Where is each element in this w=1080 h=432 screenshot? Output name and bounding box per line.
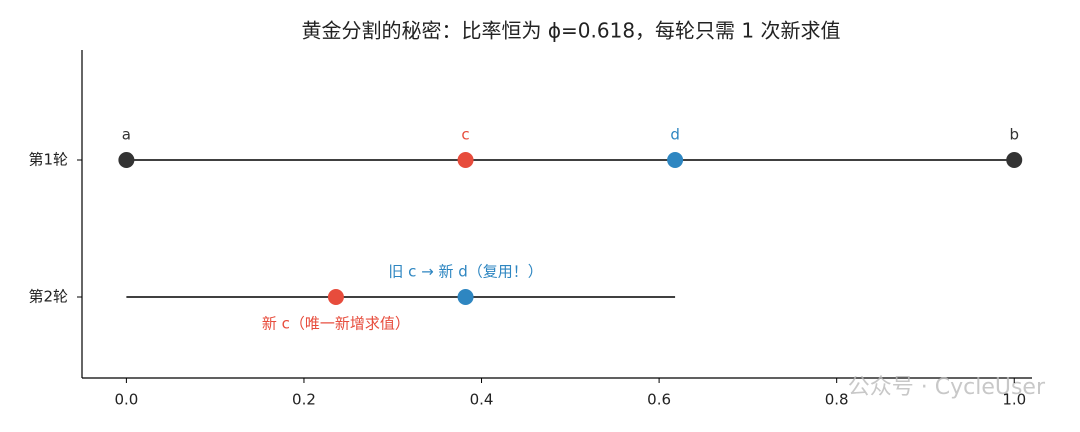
x-tick-label: 0.8 — [825, 391, 849, 409]
point — [327, 289, 344, 305]
point — [667, 152, 684, 168]
x-tick-label: 0.0 — [114, 391, 138, 409]
point-label: c — [461, 126, 469, 144]
x-tick-label: 0.2 — [292, 391, 316, 409]
chart-title: 黄金分割的秘密：比率恒为 ϕ=0.618，每轮只需 1 次新求值 — [301, 19, 840, 43]
point-label: b — [1009, 126, 1019, 144]
point — [457, 289, 474, 305]
y-tick-label: 第2轮 — [28, 288, 68, 306]
x-tick-label: 0.4 — [470, 391, 494, 409]
point — [457, 152, 474, 168]
point-label: 新 c（唯一新增求值） — [262, 315, 410, 333]
point-label: a — [122, 126, 131, 144]
x-tick-label: 0.6 — [647, 391, 671, 409]
point-label: 旧 c → 新 d（复用！） — [388, 263, 542, 281]
point-label: d — [670, 126, 680, 144]
point — [118, 152, 135, 168]
y-tick-label: 第1轮 — [28, 151, 68, 169]
x-tick-label: 1.0 — [1002, 391, 1026, 409]
point — [1006, 152, 1023, 168]
watermark: 公众号 · CycleUser — [848, 375, 1046, 400]
